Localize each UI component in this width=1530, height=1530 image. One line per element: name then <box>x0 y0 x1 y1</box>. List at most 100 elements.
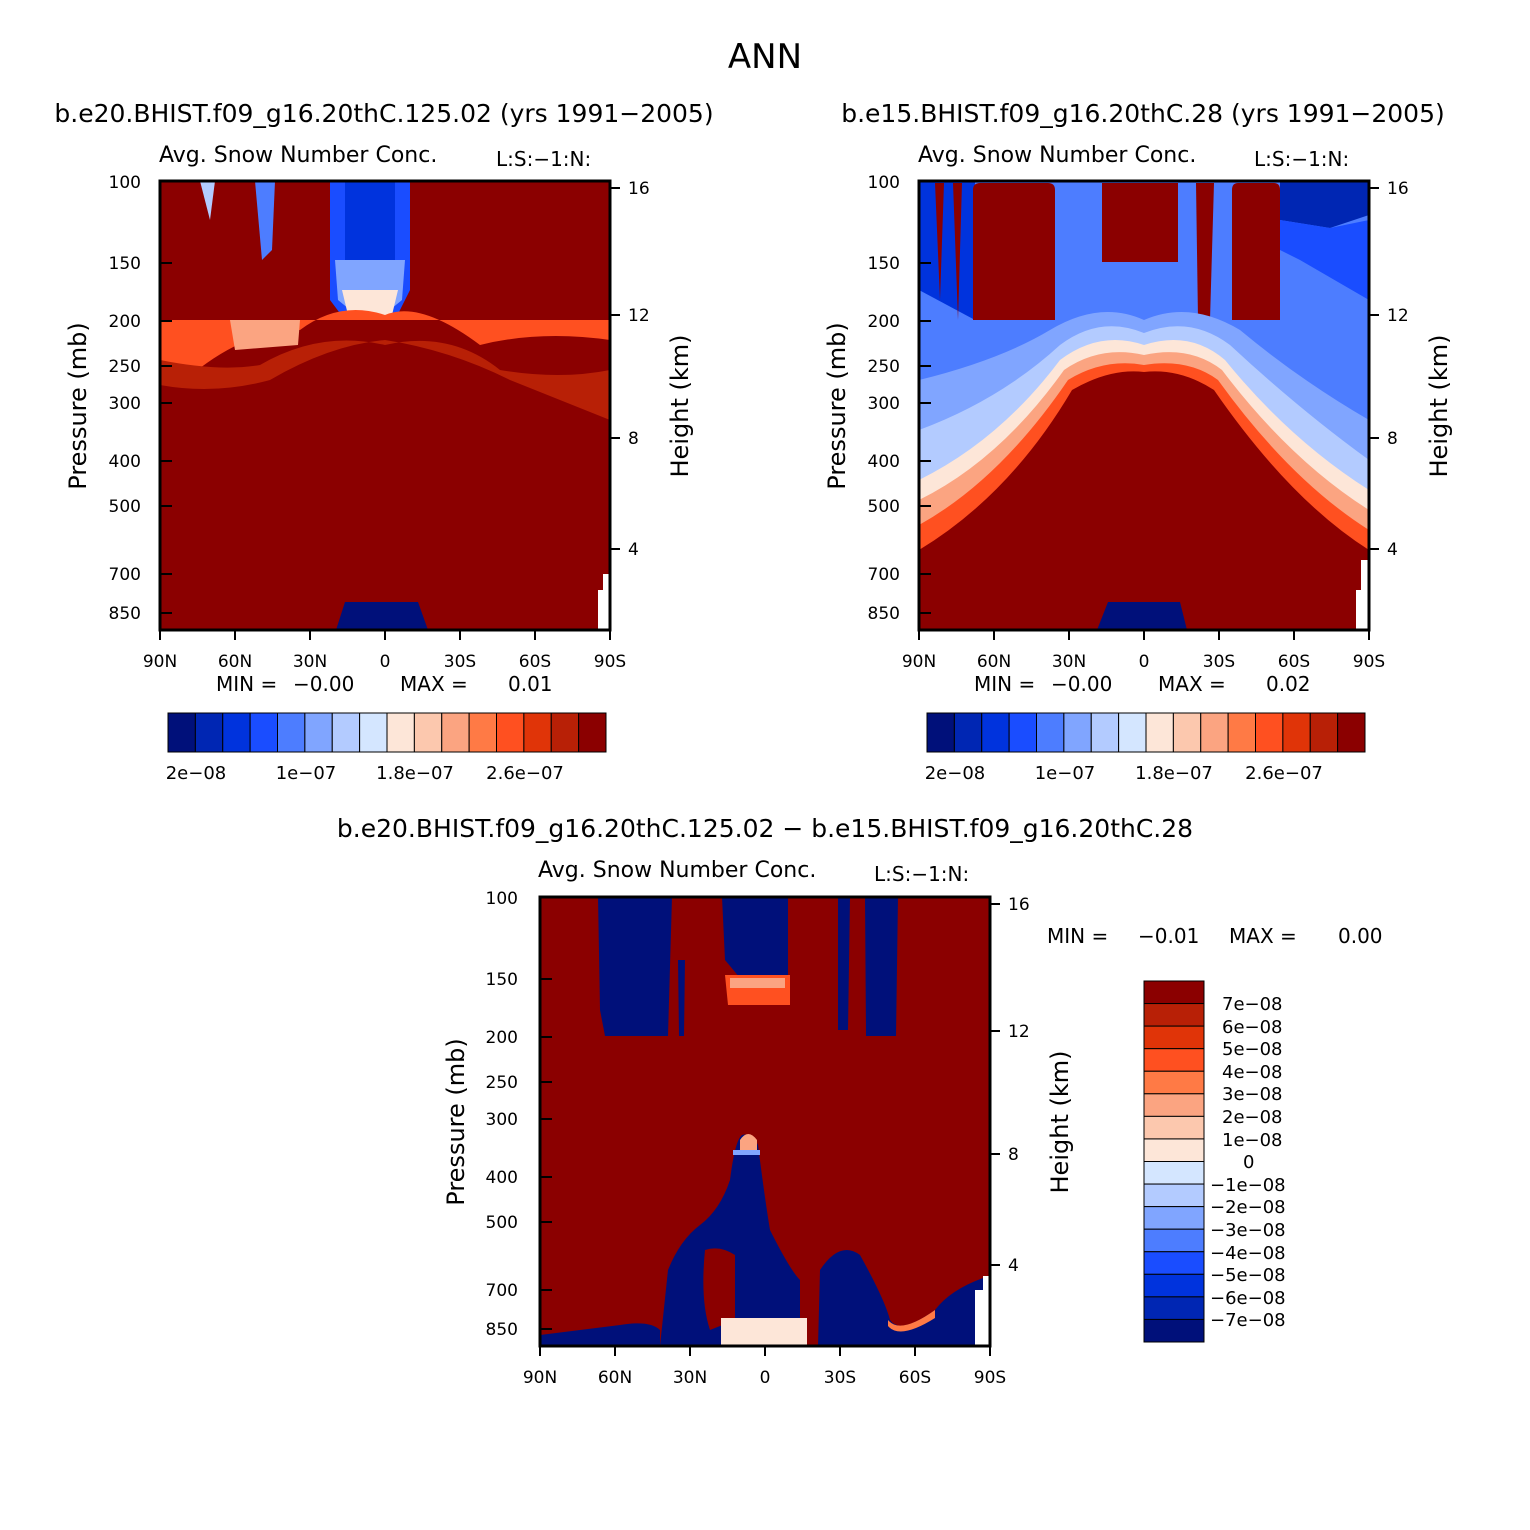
colorbar-swatch <box>1090 712 1120 753</box>
colorbar-swatch <box>1143 1228 1205 1253</box>
panel-2-xtick: 0 <box>1139 652 1150 672</box>
panel-3-y2label: Height (km) <box>1046 1051 1074 1194</box>
panel-3-tag: L:S:−1:N: <box>874 862 969 886</box>
panel-2-xtick: 90S <box>1353 652 1385 672</box>
panel-2-ytick: 700 <box>868 565 900 585</box>
colorbar-swatch <box>413 712 443 753</box>
colorbar-swatch <box>222 712 251 753</box>
panel-2-xtick: 30S <box>1203 652 1235 672</box>
panel-1-minmax: MIN = −0.00 MAX = 0.01 <box>216 672 553 696</box>
panel-2-variable: Avg. Snow Number Conc. <box>918 143 1196 168</box>
panel-1-y2tick: 16 <box>628 179 650 199</box>
panel-3-y2tick: 12 <box>1008 1022 1030 1042</box>
colorbar-swatch <box>331 712 361 753</box>
panel-2-min-label: MIN = <box>974 672 1035 696</box>
panel-2-y2tick: 4 <box>1387 540 1398 560</box>
panel-3-xtick: 90N <box>523 1368 557 1388</box>
panel-1-colorbar-label: 1.8e−07 <box>376 763 454 784</box>
panel-3-zero-band <box>721 1318 807 1346</box>
panel-1-xtick: 90N <box>143 652 177 672</box>
panel-3-ytick: 300 <box>486 1110 518 1130</box>
panel-3-y2tick: 8 <box>1008 1145 1019 1165</box>
panel-2-y2label: Height (km) <box>1425 335 1453 478</box>
panel-2-ytick: 300 <box>868 394 900 414</box>
panel-3-colorbar-label: −2e−08 <box>1210 1197 1286 1218</box>
panel-1-ytick: 150 <box>109 254 141 274</box>
panel-2-colorbar-label: 1.8e−07 <box>1135 763 1213 784</box>
colorbar-swatch <box>1337 712 1366 753</box>
panel-1-ytick: 250 <box>109 357 141 377</box>
colorbar-swatch <box>1200 712 1229 753</box>
panel-3-colorbar-label: 4e−08 <box>1222 1062 1283 1083</box>
panel-1-colorbar-label: 2e−08 <box>166 763 227 784</box>
panel-2-max-label: MAX = <box>1158 672 1226 696</box>
panel-2-y2-axis: Height (km) 16 12 8 4 <box>1369 179 1453 560</box>
panel-3-min-label: MIN = <box>1047 924 1108 948</box>
panel-1-plot-area <box>158 179 612 632</box>
panel-2-colorbar: 2e−08 1e−07 1.8e−07 2.6e−07 <box>925 712 1366 784</box>
colorbar-swatch <box>194 712 224 753</box>
colorbar-swatch <box>359 712 388 753</box>
colorbar-swatch <box>304 712 333 753</box>
colorbar-swatch <box>1008 712 1037 753</box>
panel-3-xtick: 30S <box>824 1368 856 1388</box>
colorbar-swatch <box>981 712 1010 753</box>
panel-1-ytick: 200 <box>109 312 141 332</box>
panel-1-ytick: 700 <box>109 565 141 585</box>
panel-2-colorbar-label: 2e−08 <box>925 763 986 784</box>
panel-2-ytick: 400 <box>868 452 900 472</box>
colorbar-swatch <box>1309 712 1339 753</box>
colorbar-swatch <box>550 712 580 753</box>
colorbar-swatch <box>1143 1115 1205 1140</box>
panel-2-red-dome <box>919 371 1369 630</box>
panel-3-colorbar-label: 7e−08 <box>1222 994 1283 1015</box>
panel-3-colorbar-label: 2e−08 <box>1222 1107 1283 1128</box>
colorbar-swatch <box>1143 1093 1205 1117</box>
panel-1-y-axis: Pressure (mb) 100 150 200 250 300 400 50… <box>64 173 172 624</box>
colorbar-swatch <box>1143 1025 1205 1050</box>
panel-2-tag: L:S:−1:N: <box>1254 147 1349 171</box>
panel-3-ytick: 200 <box>486 1028 518 1048</box>
colorbar-swatch <box>277 712 306 753</box>
colorbar-swatch <box>1143 1070 1205 1095</box>
panel-1-ytick: 300 <box>109 394 141 414</box>
panel-2-xtick: 30N <box>1052 652 1086 672</box>
colorbar-swatch <box>1143 1161 1205 1185</box>
panel-1-surface-blue <box>336 602 428 630</box>
panel-3-colorbar-label: −3e−08 <box>1210 1220 1286 1241</box>
panel-2-x-axis: 90N 60N 30N 0 30S 60S 90S <box>902 630 1385 672</box>
panel-2-y2tick: 8 <box>1387 429 1398 449</box>
panel-3-xtick: 60S <box>899 1368 931 1388</box>
panel-3-colorbar-label: 0 <box>1243 1152 1254 1173</box>
panel-1-tag: L:S:−1:N: <box>496 147 591 171</box>
panel-3-colorbar-label: −6e−08 <box>1210 1288 1286 1309</box>
colorbar-swatch <box>1172 712 1202 753</box>
panel-1-y2tick: 4 <box>628 540 639 560</box>
panel-3-ylabel: Pressure (mb) <box>442 1038 470 1205</box>
panel-1-max-label: MAX = <box>400 672 468 696</box>
panel-1-max-value: 0.01 <box>508 672 553 696</box>
panel-1-ylabel: Pressure (mb) <box>64 322 92 489</box>
panel-1: b.e20.BHIST.f09_g16.20thC.125.02 (yrs 19… <box>54 99 713 784</box>
panel-2-y2tick: 16 <box>1387 179 1409 199</box>
panel-3-ytick: 700 <box>486 1281 518 1301</box>
colorbar-swatch <box>496 712 525 753</box>
colorbar-swatch <box>1118 712 1147 753</box>
panel-3-y-axis: Pressure (mb) 100 150 200 250 300 400 50… <box>442 889 552 1340</box>
colorbar-swatch <box>1036 712 1065 753</box>
panel-2-plot-area <box>917 179 1371 632</box>
panel-1-case-title: b.e20.BHIST.f09_g16.20thC.125.02 (yrs 19… <box>54 99 713 128</box>
panel-3-y2tick: 4 <box>1008 1256 1019 1276</box>
panel-3-xtick: 90S <box>974 1368 1006 1388</box>
colorbar-swatch <box>1143 1318 1205 1343</box>
colorbar-swatch <box>1063 712 1092 753</box>
panel-1-colorbar-label: 1e−07 <box>276 763 337 784</box>
panel-2-case-title: b.e15.BHIST.f09_g16.20thC.28 (yrs 1991−2… <box>841 99 1445 128</box>
colorbar-swatch <box>1143 980 1205 1005</box>
panel-1-ytick: 100 <box>109 173 141 193</box>
panel-3-colorbar-label: 6e−08 <box>1222 1017 1283 1038</box>
colorbar-swatch <box>523 712 552 753</box>
panel-2-y-axis: Pressure (mb) 100 150 200 250 300 400 50… <box>823 173 931 624</box>
panel-3-x-axis: 90N 60N 30N 0 30S 60S 90S <box>523 1346 1006 1388</box>
